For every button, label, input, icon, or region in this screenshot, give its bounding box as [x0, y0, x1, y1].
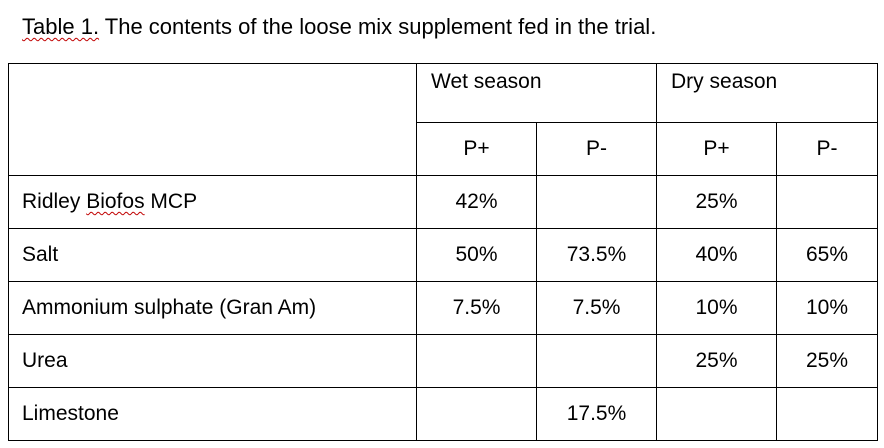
table-row: Urea 25% 25%	[8, 334, 879, 388]
corner-cell	[8, 63, 417, 176]
table-cell	[776, 175, 879, 229]
table-row: Limestone 17.5%	[8, 387, 879, 441]
table-cell	[535, 175, 658, 229]
column-header: P-	[535, 122, 658, 176]
caption-label: Table 1.	[22, 14, 100, 39]
column-header: P-	[776, 122, 879, 176]
caption-text: The contents of the loose mix supplement…	[99, 14, 657, 39]
row-label: Ridley Biofos MCP	[8, 175, 417, 229]
table-cell	[535, 334, 658, 388]
table-row: Ridley Biofos MCP 42% 25%	[8, 175, 879, 229]
table-cell: 65%	[776, 228, 879, 282]
table-cell: 17.5%	[535, 387, 658, 441]
row-label-part: Biofos	[86, 190, 145, 213]
table-cell	[656, 387, 778, 441]
table-cell: 50%	[416, 228, 537, 282]
table-cell: 7.5%	[535, 281, 658, 335]
table-cell: 25%	[656, 334, 778, 388]
table-row: Ammonium sulphate (Gran Am) 7.5% 7.5% 10…	[8, 281, 879, 335]
table-cell	[776, 387, 879, 441]
table-cell: 25%	[656, 175, 778, 229]
row-label-part: MCP	[144, 190, 198, 213]
treatment-header-row: P+ P- P+ P-	[9, 122, 879, 176]
season-header-row: Wet season Dry season	[8, 63, 879, 176]
table-cell: 42%	[416, 175, 537, 229]
table-cell: 25%	[776, 334, 879, 388]
supplement-table: Wet season Dry season P+ P- P+ P- Ridley…	[8, 63, 879, 441]
row-label: Urea	[8, 334, 417, 388]
column-header: P+	[416, 122, 537, 176]
table-cell: 10%	[656, 281, 778, 335]
season-dry-header: Dry season	[656, 63, 879, 123]
season-wet-header: Wet season	[415, 63, 658, 123]
table-cell: 7.5%	[416, 281, 537, 335]
table-cell	[416, 334, 537, 388]
row-label: Ammonium sulphate (Gran Am)	[8, 281, 417, 335]
column-header: P+	[656, 122, 778, 176]
table-cell: 40%	[656, 228, 778, 282]
row-label: Limestone	[8, 387, 417, 441]
table-row: Salt 50% 73.5% 40% 65%	[8, 228, 879, 282]
row-label-part: Ridley	[22, 190, 87, 213]
table-cell: 73.5%	[535, 228, 658, 282]
table-cell	[416, 387, 537, 441]
table-caption: Table 1. The contents of the loose mix s…	[22, 13, 656, 41]
row-label: Salt	[8, 228, 417, 282]
table-cell: 10%	[776, 281, 879, 335]
